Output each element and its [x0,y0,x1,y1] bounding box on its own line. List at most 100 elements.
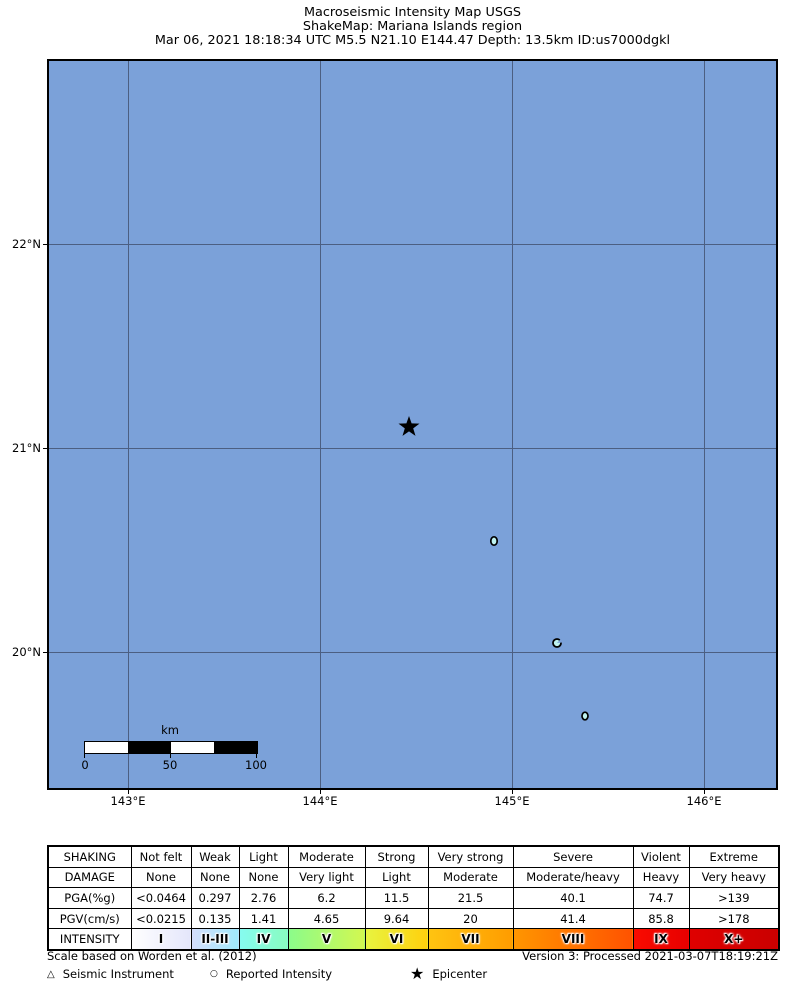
table-cell: Moderate/heavy [512,866,634,889]
table-row-pga: PGA(%g) <0.0464 0.297 2.76 6.2 11.5 21.5… [47,887,780,909]
y-axis-tick [43,244,47,245]
table-cell: 6.2 [287,887,366,909]
table-cell: 1.41 [238,907,289,930]
scalebar-segment [85,742,128,753]
table-cell: Light [364,866,429,889]
intensity-cell-v: V [287,928,366,951]
table-cell: >178 [688,907,780,930]
gridline-20n [49,652,776,653]
scalebar-label-50: 50 [162,758,178,772]
table-cell: 21.5 [427,887,514,909]
gridline-21n [49,448,776,449]
x-tick-label-146e: 146°E [686,794,722,808]
table-cell: None [238,866,289,889]
x-tick-label-144e: 144°E [302,794,338,808]
scalebar-tick [256,754,257,758]
intensity-cell-i: I [130,928,192,951]
scalebar-segment [171,742,214,753]
y-tick-label-21n: 21°N [12,441,41,455]
table-row-intensity: INTENSITY I II-III IV V VI VII VIII IX X… [47,928,780,951]
row-header-shaking: SHAKING [47,845,132,868]
x-axis-tick [512,790,513,794]
scalebar-label-0: 0 [81,758,89,772]
scalebar-segment [128,742,171,753]
table-cell: 20 [427,907,514,930]
table-cell: Moderate [287,845,366,868]
x-tick-label-143e: 143°E [110,794,146,808]
table-cell: 41.4 [512,907,634,930]
x-tick-label-145e: 145°E [494,794,530,808]
row-header-damage: DAMAGE [47,866,132,889]
intensity-cell-vi: VI [364,928,429,951]
version-processed-label: Version 3: Processed 2021-03-07T18:19:21… [522,949,778,963]
table-row-damage: DAMAGE None None None Very light Light M… [47,866,780,889]
table-cell: >139 [688,887,780,909]
table-cell: 40.1 [512,887,634,909]
event-info-line: Mar 06, 2021 18:18:34 UTC M5.5 N21.10 E1… [154,33,671,49]
scalebar-segment [214,742,257,753]
map-canvas: km 0 50 100 [47,59,778,790]
scalebar-tick [84,754,85,758]
gridline-145e [512,61,513,788]
scalebar-unit-label: km [161,723,179,737]
legend-epicenter: ★ Epicenter [410,965,487,983]
page-subtitle: ShakeMap: Mariana Islands region [302,19,523,35]
gridline-144e [320,61,321,788]
table-cell: Very light [287,866,366,889]
table-cell: None [130,866,192,889]
table-cell: 11.5 [364,887,429,909]
gridline-143e [128,61,129,788]
y-axis-tick [43,652,47,653]
table-cell: <0.0464 [130,887,192,909]
table-cell: Strong [364,845,429,868]
y-axis-tick [43,448,47,449]
island-maug-notch [557,635,567,643]
intensity-cell-vii: VII [427,928,514,951]
row-header-intensity: INTENSITY [47,928,132,951]
star-icon: ★ [410,964,425,983]
title-block: Macroseismic Intensity Map USGS ShakeMap… [47,5,778,49]
table-cell: 0.135 [190,907,240,930]
island-icon [581,711,589,721]
intensity-cell-x: X+ [688,928,780,951]
scalebar [84,741,258,754]
circle-icon: ○ [210,969,218,979]
table-cell: 2.76 [238,887,289,909]
table-cell: None [190,866,240,889]
gridline-146e [704,61,705,788]
island-icon [489,535,499,547]
table-cell: Not felt [130,845,192,868]
table-cell: 74.7 [632,887,690,909]
table-cell: 4.65 [287,907,366,930]
table-cell: Light [238,845,289,868]
table-cell: Moderate [427,866,514,889]
intensity-cell-iv: IV [238,928,289,951]
page-title: Macroseismic Intensity Map USGS [304,5,521,20]
x-axis-tick [128,790,129,794]
y-tick-label-20n: 20°N [12,645,41,659]
table-cell: Extreme [688,845,780,868]
triangle-icon: △ [47,968,55,980]
seismic-instrument-label: Seismic Instrument [62,967,174,981]
legend-seismic-instrument: △ Seismic Instrument [47,965,174,983]
table-cell: Violent [632,845,690,868]
intensity-legend-table: SHAKING Not felt Weak Light Moderate Str… [47,845,780,951]
row-header-pga: PGA(%g) [47,887,132,909]
map-features [398,416,589,721]
scalebar-label-100: 100 [245,758,267,772]
table-row-pgv: PGV(cm/s) <0.0215 0.135 1.41 4.65 9.64 2… [47,907,780,930]
table-cell: Very heavy [688,866,780,889]
scale-reference-note: Scale based on Worden et al. (2012) [47,949,257,963]
reported-intensity-label: Reported Intensity [225,967,333,981]
table-cell: 9.64 [364,907,429,930]
x-axis-tick [320,790,321,794]
table-cell: 0.297 [190,887,240,909]
y-tick-label-22n: 22°N [12,237,41,251]
table-cell: <0.0215 [130,907,192,930]
intensity-cell-ii-iii: II-III [190,928,240,951]
epicenter-star-icon [398,416,420,436]
intensity-cell-viii: VIII [512,928,634,951]
x-axis-tick [704,790,705,794]
legend-reported-intensity: ○ Reported Intensity [210,965,332,983]
